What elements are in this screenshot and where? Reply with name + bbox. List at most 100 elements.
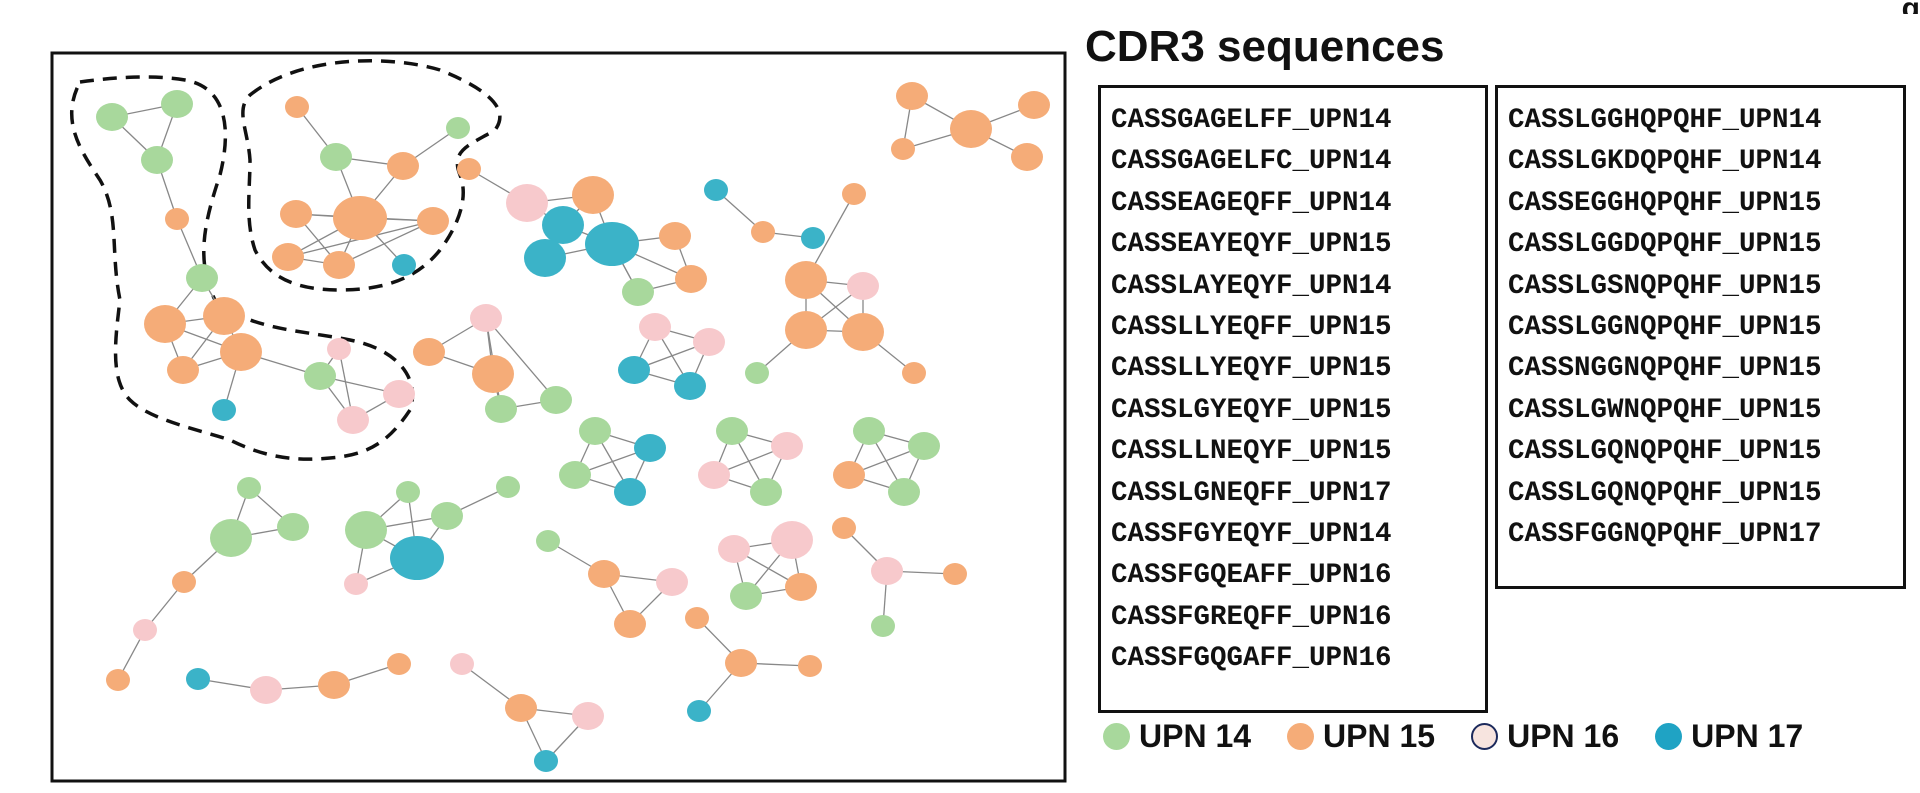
legend-label: UPN 14 (1139, 718, 1252, 754)
panel-title: CDR3 sequences (1085, 22, 1445, 71)
legend-swatch-icon (1287, 723, 1315, 750)
network-node-upn17 (801, 227, 825, 249)
network-node-upn17 (687, 700, 711, 722)
sequence-item: CASSLGGHQPQHF_UPN14 (1508, 105, 1822, 136)
network-edge (338, 220, 434, 266)
sequence-item: CASSLGSNQPQHF_UPN15 (1508, 270, 1822, 302)
sequence-item: CASSFGGNQPQHF_UPN17 (1508, 519, 1822, 551)
legend-swatch-icon (1471, 723, 1499, 750)
network-node-upn14 (237, 477, 261, 499)
network-node-upn14 (186, 264, 218, 292)
network-node-upn15 (472, 355, 514, 393)
network-node-upn15 (172, 571, 196, 593)
network-node-upn17 (585, 222, 639, 266)
network-node-upn15 (896, 82, 928, 110)
network-node-upn15 (902, 362, 926, 384)
network-node-upn15 (323, 251, 355, 279)
network-node-upn15 (588, 560, 620, 588)
network-node-upn14 (277, 513, 309, 541)
sequence-item: CASSLGKDQPQHF_UPN14 (1508, 146, 1822, 178)
network-node-upn17 (542, 206, 584, 244)
legend-item: UPN 17 (1655, 718, 1803, 755)
network-node-upn15 (457, 158, 481, 180)
network-node-upn16 (470, 304, 502, 332)
network-node-upn15 (842, 183, 866, 205)
network-node-upn15 (891, 138, 915, 160)
network-node-upn15 (1011, 143, 1043, 171)
sequence-item: CASSLGWNQPQHF_UPN15 (1508, 394, 1822, 426)
network-node-upn15 (842, 313, 884, 351)
sequence-item: CASSGAGELFF_UPN14 (1111, 105, 1392, 136)
network-node-upn15 (798, 655, 822, 677)
network-node-upn15 (106, 669, 130, 691)
network-node-upn15 (751, 221, 775, 243)
network-node-upn16 (718, 535, 750, 563)
network-node-upn14 (396, 481, 420, 503)
network-node-upn17 (212, 399, 236, 421)
network-node-upn15 (220, 333, 262, 371)
cluster-outline-left (70, 75, 415, 461)
sequence-item: CASSFGREQFF_UPN16 (1111, 601, 1392, 633)
network-node-upn14 (141, 146, 173, 174)
network-node-upn15 (832, 517, 856, 539)
network-node-upn17 (614, 478, 646, 506)
sequence-item: CASSFGQGAFF_UPN16 (1111, 643, 1392, 675)
network-node-upn15 (417, 207, 449, 235)
network-node-upn14 (716, 417, 748, 445)
network-node-upn15 (833, 461, 865, 489)
sequence-item: CASSLGQNQPQHF_UPN15 (1508, 436, 1822, 468)
network-node-upn17 (534, 750, 558, 772)
network-node-upn15 (280, 200, 312, 228)
network-node-upn17 (186, 668, 210, 690)
network-node-upn16 (656, 568, 688, 596)
network-node-upn17 (634, 434, 666, 462)
network-frame (50, 51, 1067, 783)
network-node-upn15 (285, 96, 309, 118)
network-node-upn15 (144, 305, 186, 343)
network-node-upn14 (345, 511, 387, 549)
network-node-upn14 (210, 519, 252, 557)
sequence-item: CASSEAGEQFF_UPN14 (1111, 187, 1392, 219)
network-node-upn14 (871, 615, 895, 637)
network-diagram (50, 51, 1067, 783)
network-node-upn14 (320, 143, 352, 171)
network-node-upn15 (1018, 91, 1050, 119)
network-node-upn16 (639, 313, 671, 341)
network-node-upn15 (943, 563, 967, 585)
sequence-list-right: CASSLGGHQPQHF_UPN14 CASSLGKDQPQHF_UPN14 CA… (1508, 100, 1893, 555)
sequence-item: CASSLGGNQPQHF_UPN15 (1508, 312, 1822, 344)
panel-letter: g (1894, 0, 1920, 14)
network-node-upn17 (674, 372, 706, 400)
network-node-upn14 (622, 278, 654, 306)
network-node-upn14 (96, 103, 128, 131)
node-layer (96, 82, 1050, 772)
sequence-item: CASSLLYEQYF_UPN15 (1111, 353, 1392, 385)
legend: UPN 14 UPN 15 UPN 16 UPN 17 (1103, 718, 1839, 755)
network-node-upn15 (165, 208, 189, 230)
network-node-upn14 (536, 530, 560, 552)
sequence-item: CASSLLYEQFF_UPN15 (1111, 312, 1392, 344)
legend-swatch-icon (1103, 723, 1130, 750)
network-node-upn14 (540, 386, 572, 414)
network-node-upn16 (133, 619, 157, 641)
network-node-upn15 (785, 573, 817, 601)
network-node-upn15 (785, 311, 827, 349)
network-node-upn16 (771, 521, 813, 559)
sequence-item: CASSFGYEQYF_UPN14 (1111, 519, 1392, 551)
network-node-upn16 (847, 272, 879, 300)
network-node-upn16 (250, 676, 282, 704)
network-node-upn15 (387, 653, 411, 675)
sequence-item: CASSLGGDQPQHF_UPN15 (1508, 229, 1822, 261)
network-node-upn16 (572, 702, 604, 730)
network-node-upn14 (908, 432, 940, 460)
sequence-item: CASSFGQEAFF_UPN16 (1111, 560, 1392, 592)
sequence-item: CASSLGYEQYF_UPN15 (1111, 394, 1392, 426)
network-node-upn16 (337, 406, 369, 434)
network-node-upn15 (685, 607, 709, 629)
network-node-upn14 (496, 476, 520, 498)
network-node-upn15 (950, 110, 992, 148)
network-node-upn16 (450, 653, 474, 675)
network-node-upn15 (167, 356, 199, 384)
sequence-box-left: CASSGAGELFF_UPN14 CASSGAGELFC_UPN14 CASSEA… (1098, 85, 1488, 713)
cluster-outline-top (241, 59, 502, 292)
